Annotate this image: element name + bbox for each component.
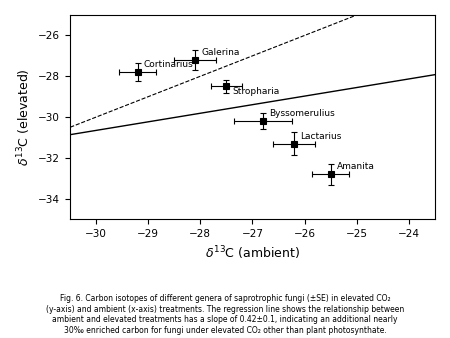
Text: Lactarius: Lactarius — [301, 131, 342, 141]
Text: Byssomerulius: Byssomerulius — [269, 109, 335, 118]
Text: Fig. 6. Carbon isotopes of different genera of saprotrophic fungi (±SE) in eleva: Fig. 6. Carbon isotopes of different gen… — [46, 294, 404, 335]
Y-axis label: $\delta^{13}$C (elevated): $\delta^{13}$C (elevated) — [15, 68, 32, 166]
Text: Amanita: Amanita — [337, 162, 375, 171]
Text: Galerina: Galerina — [201, 48, 240, 57]
X-axis label: $\delta^{13}$C (ambient): $\delta^{13}$C (ambient) — [205, 245, 300, 262]
Text: Stropharia: Stropharia — [233, 87, 280, 96]
Text: Cortinarius: Cortinarius — [144, 60, 194, 69]
